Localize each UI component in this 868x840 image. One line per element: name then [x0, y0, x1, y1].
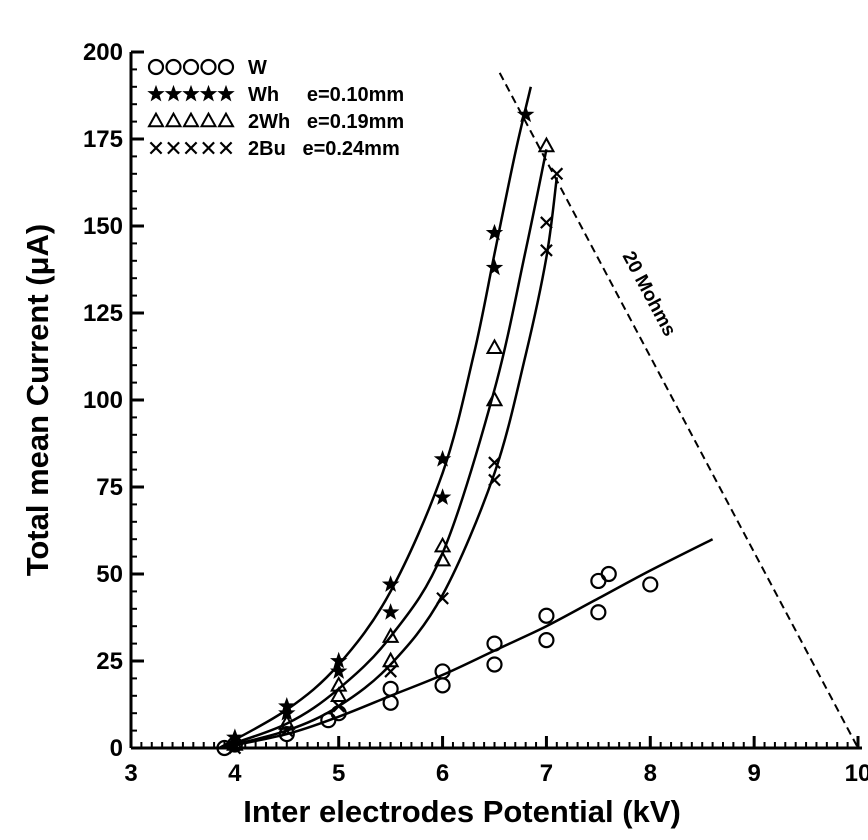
point-2bu	[550, 167, 564, 181]
x-tick-label: 6	[436, 760, 449, 787]
legend-marker-2bu	[149, 141, 163, 155]
legend-marker-w	[200, 58, 217, 76]
point-2wh	[330, 686, 348, 703]
point-w	[382, 694, 399, 711]
point-wh	[433, 450, 452, 467]
point-2wh	[537, 136, 556, 153]
legend-marker-w	[147, 58, 165, 76]
y-tick-label: 200	[83, 39, 123, 66]
y-tick-label: 0	[110, 735, 123, 762]
point-wh	[516, 105, 535, 123]
legend-marker-2wh	[217, 111, 235, 128]
point-wh	[278, 697, 296, 714]
fit-curve-w	[219, 538, 714, 750]
point-w	[642, 576, 659, 593]
point-w	[486, 635, 503, 652]
point-2bu	[332, 699, 346, 713]
point-w	[330, 705, 347, 722]
legend-label-w: W	[248, 57, 267, 79]
legend-marker-wh	[182, 84, 200, 102]
point-w	[382, 680, 399, 697]
legend-marker-2wh	[164, 111, 183, 128]
x-tick-label: 10	[845, 760, 868, 787]
point-2bu	[540, 243, 553, 257]
legend-marker-w	[217, 58, 235, 76]
y-tick-label: 150	[83, 213, 123, 240]
x-axis-label: Inter electrodes Potential (kV)	[243, 794, 681, 829]
legend-label-wh: Wh e=0.10mm	[248, 84, 404, 106]
y-tick-label: 25	[96, 648, 123, 675]
point-w	[590, 604, 607, 621]
point-w	[590, 572, 607, 590]
point-wh	[329, 651, 348, 669]
point-2wh	[485, 390, 504, 407]
x-tick-label: 9	[747, 760, 760, 787]
legend-marker-w	[165, 58, 182, 76]
point-w	[434, 663, 451, 680]
fit-curves	[218, 86, 714, 750]
y-tick-label: 125	[83, 300, 123, 327]
point-w	[278, 725, 295, 743]
point-w	[538, 632, 555, 649]
fit-curve-wh	[218, 86, 533, 750]
legend-label-2bu: 2Bu e=0.24mm	[248, 138, 400, 160]
data-points	[216, 105, 659, 757]
legend-marker-w	[182, 58, 200, 76]
reference-line-group: 20 Mohms	[498, 72, 859, 749]
legend-marker-2wh	[199, 111, 218, 128]
legend-marker-2wh	[182, 111, 200, 128]
point-2bu	[488, 456, 501, 470]
legend-marker-2bu	[184, 141, 198, 155]
legend-marker-2bu	[219, 141, 233, 155]
x-tick-label: 5	[332, 760, 345, 787]
point-wh	[433, 488, 452, 505]
point-2wh	[485, 338, 504, 355]
y-tick-label: 175	[83, 126, 123, 153]
y-tick-label: 100	[83, 387, 123, 414]
point-2bu	[540, 216, 553, 229]
legend-marker-wh	[164, 84, 183, 102]
point-wh	[381, 603, 400, 620]
legend-marker-2bu	[167, 141, 180, 155]
point-wh	[485, 223, 504, 241]
x-tick-label: 4	[228, 760, 242, 787]
point-2wh	[433, 536, 452, 553]
point-w	[538, 607, 555, 624]
point-2wh	[330, 675, 348, 692]
reference-line-label: 20 Mohms	[618, 248, 680, 340]
point-2wh	[278, 714, 296, 730]
legend-marker-wh	[199, 84, 218, 102]
point-2wh	[381, 627, 400, 643]
point-2bu	[436, 591, 449, 605]
point-2bu	[280, 724, 294, 737]
fit-curve-2bu	[218, 177, 559, 750]
point-wh	[329, 662, 348, 679]
legend-marker-2bu	[202, 141, 215, 155]
point-2bu	[228, 741, 242, 755]
point-w	[434, 677, 451, 694]
x-tick-label: 3	[124, 760, 137, 787]
point-w	[216, 739, 233, 757]
point-wh	[381, 575, 400, 592]
point-2wh	[433, 550, 452, 567]
y-axis-label: Total mean Current (μA)	[20, 224, 55, 577]
legend-marker-wh	[147, 84, 165, 102]
y-tick-label: 50	[96, 561, 123, 588]
point-2bu	[488, 473, 501, 487]
legend-marker-2wh	[147, 111, 165, 128]
x-tick-label: 8	[644, 760, 657, 787]
point-w	[600, 565, 617, 583]
point-w	[486, 656, 503, 673]
legend: W Wh e=0.10mm 2Wh e=0.19mm 2Bu e=0.24mm	[147, 57, 404, 160]
point-2wh	[381, 651, 400, 668]
point-2bu	[384, 665, 398, 678]
legend-marker-wh	[217, 84, 235, 102]
point-wh	[485, 258, 504, 276]
x-tick-label: 7	[540, 760, 553, 787]
reference-line	[498, 72, 859, 749]
y-tick-label: 75	[96, 474, 123, 501]
legend-label-2wh: 2Wh e=0.19mm	[248, 111, 404, 133]
